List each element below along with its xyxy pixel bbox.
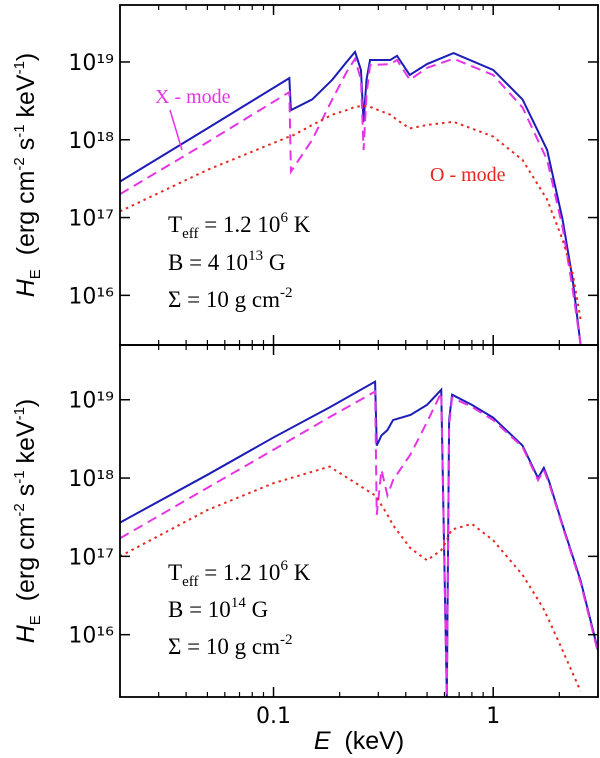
y-tick-label: 10¹⁶ bbox=[68, 624, 114, 649]
y-axis-label: HE (erg cm-2 s-1 keV-1) bbox=[11, 399, 44, 644]
x-tick-label: 1 bbox=[486, 704, 500, 729]
param-temperature: Teff = 1.2 106 K bbox=[168, 210, 311, 242]
param-field: B = 1014 G bbox=[168, 595, 268, 622]
plot-frame bbox=[119, 344, 599, 698]
o-mode-label: O - mode bbox=[430, 164, 506, 186]
series-line bbox=[120, 49, 582, 345]
param-field: B = 4 1013 G bbox=[168, 248, 285, 275]
y-tick-label: 10¹⁷ bbox=[68, 545, 114, 570]
y-tick-label: 10¹⁹ bbox=[68, 389, 114, 414]
y-axis-label: HE (erg cm-2 s-1 keV-1) bbox=[11, 53, 44, 298]
y-tick-label: 10¹⁸ bbox=[68, 129, 114, 154]
x-tick-label: 0.1 bbox=[256, 704, 291, 729]
series-group bbox=[120, 49, 582, 345]
plot-area: 10¹⁶ 10¹⁷ 10¹⁸ 10¹⁹ 10¹⁶ 10¹⁷ 10¹⁸ 10¹⁹ 0.1 1 bbox=[68, 4, 599, 729]
x-axis-label: E (keV) bbox=[314, 727, 404, 755]
x-mode-pointer bbox=[169, 109, 183, 151]
y-tick-label: 10¹⁷ bbox=[68, 207, 114, 232]
series-line bbox=[120, 56, 582, 345]
x-mode-label: X - mode bbox=[155, 86, 231, 108]
y-tick-label: 10¹⁹ bbox=[68, 51, 114, 76]
param-column: Σ = 10 g cm-2 bbox=[168, 632, 292, 659]
series-group bbox=[120, 380, 598, 697]
series-line bbox=[120, 465, 582, 692]
y-tick-label: 10¹⁸ bbox=[68, 467, 114, 492]
param-temperature: Teff = 1.2 106 K bbox=[168, 558, 311, 590]
param-column: Σ = 10 g cm-2 bbox=[168, 285, 292, 312]
y-tick-label: 10¹⁶ bbox=[68, 284, 114, 309]
series-line bbox=[120, 105, 582, 320]
